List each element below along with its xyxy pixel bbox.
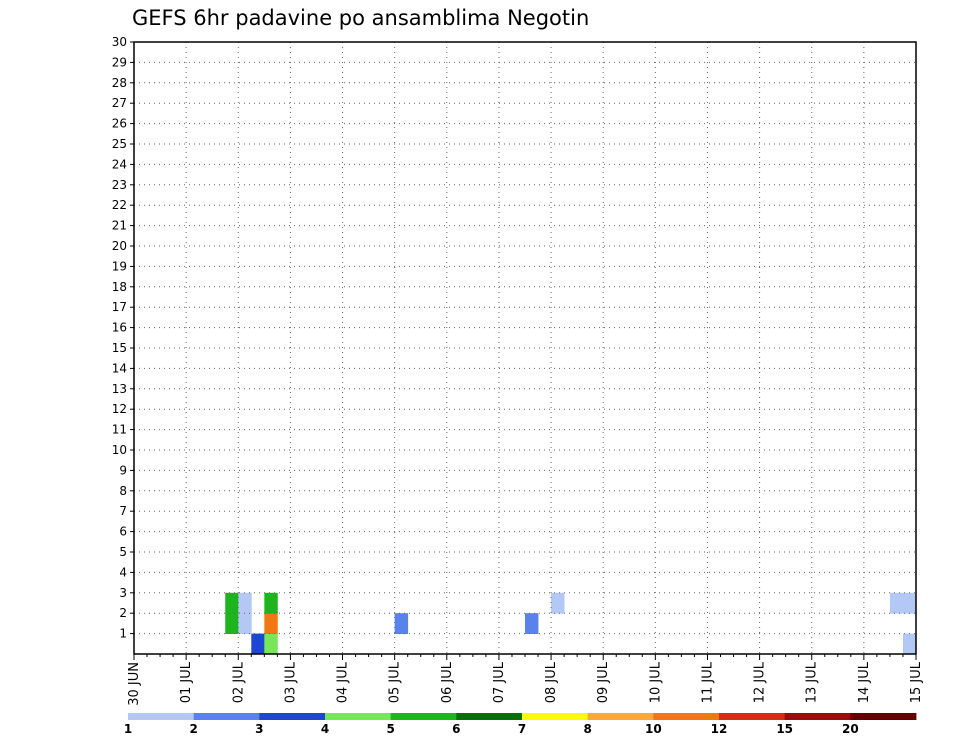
colorbar-swatch (193, 713, 260, 720)
precip-cell (251, 633, 265, 655)
grid (134, 42, 916, 654)
colorbar-label: 6 (452, 722, 460, 736)
y-tick-label: 22 (112, 198, 127, 212)
precip-cell (902, 633, 917, 655)
x-tick-label: 05 JUL (388, 661, 403, 703)
colorbar-label: 20 (842, 722, 859, 736)
y-tick-label: 10 (112, 443, 127, 457)
y-tick-label: 1 (119, 627, 127, 641)
x-tick-label: 03 JUL (283, 661, 298, 703)
colorbar: 1 2 3 4 5 6 7 8 10 12 15 20 (124, 713, 917, 736)
colorbar-swatch (522, 713, 589, 720)
precip-cell (902, 592, 917, 614)
y-tick-label: 12 (112, 402, 127, 416)
precip-cell (264, 592, 278, 614)
y-tick-label: 2 (119, 606, 127, 620)
y-tick-label: 11 (112, 423, 127, 437)
y-tick-label: 29 (112, 55, 127, 69)
colorbar-swatch (719, 713, 786, 720)
y-tick-label: 25 (112, 137, 127, 151)
y-tick-label: 7 (119, 504, 127, 518)
x-tick-label: 10 JUL (648, 661, 663, 703)
y-tick-label: 18 (112, 280, 127, 294)
precip-cell (225, 592, 239, 614)
precip-cell (551, 592, 565, 614)
colorbar-label: 12 (711, 722, 728, 736)
y-tick-label: 15 (112, 341, 127, 355)
colorbar-swatch (850, 713, 917, 720)
y-tick-label: 30 (112, 35, 127, 49)
precip-cell (525, 613, 539, 634)
colorbar-swatch (587, 713, 654, 720)
y-tick-label: 5 (119, 545, 127, 559)
y-tick-label: 16 (112, 321, 127, 335)
colorbar-swatch (128, 713, 195, 720)
colorbar-label: 3 (255, 722, 263, 736)
x-tick-label: 09 JUL (596, 661, 611, 703)
x-tick-label: 07 JUL (492, 661, 507, 703)
y-axis: 1234567891011121314151617181920212223242… (112, 35, 134, 641)
colorbar-label: 5 (386, 722, 394, 736)
precip-cell (889, 592, 904, 614)
colorbar-label: 4 (321, 722, 329, 736)
precip-cell (238, 592, 252, 614)
precip-cell (264, 613, 278, 634)
colorbar-label: 1 (124, 722, 132, 736)
x-tick-label: 11 JUL (700, 661, 715, 703)
x-axis: 30 JUN 01 JUL 02 JUL 03 JUL 04 JUL 05 JUL 06 J… (127, 654, 924, 706)
colorbar-swatch (784, 713, 851, 720)
precip-cell (394, 613, 409, 634)
x-tick-label: 08 JUL (544, 661, 559, 703)
x-tick-label: 02 JUL (231, 661, 246, 703)
y-tick-label: 23 (112, 178, 127, 192)
y-tick-label: 26 (112, 117, 127, 131)
colorbar-swatch (390, 713, 457, 720)
x-tick-label: 01 JUL (179, 661, 194, 703)
x-tick-label: 12 JUL (753, 661, 768, 703)
y-tick-label: 6 (119, 525, 127, 539)
colorbar-label: 2 (189, 722, 197, 736)
x-tick-label: 06 JUL (440, 661, 455, 703)
colorbar-label: 7 (518, 722, 526, 736)
y-tick-label: 8 (119, 484, 127, 498)
y-tick-label: 24 (112, 157, 127, 171)
y-tick-label: 4 (119, 565, 127, 579)
y-tick-label: 3 (119, 586, 127, 600)
y-tick-label: 20 (112, 239, 127, 253)
x-tick-label: 04 JUL (336, 661, 351, 703)
colorbar-label: 8 (583, 722, 591, 736)
y-tick-label: 28 (112, 76, 127, 90)
x-tick-label: 14 JUL (857, 661, 872, 703)
y-tick-label: 17 (112, 300, 127, 314)
precip-cells (225, 592, 917, 655)
x-tick-label: 15 JUL (909, 661, 924, 703)
precip-cell (225, 613, 239, 634)
chart-title: GEFS 6hr padavine po ansamblima Negotin (132, 6, 589, 30)
y-tick-label: 14 (112, 361, 127, 375)
y-tick-label: 21 (112, 219, 127, 233)
y-tick-label: 19 (112, 259, 127, 273)
precip-cell (264, 633, 278, 655)
x-tick-label: 30 JUN (127, 662, 142, 706)
colorbar-swatch (259, 713, 326, 720)
x-tick-label: 13 JUL (805, 661, 820, 703)
precip-cell (238, 613, 252, 634)
y-tick-label: 27 (112, 96, 127, 110)
colorbar-label: 10 (645, 722, 662, 736)
colorbar-swatch (456, 713, 523, 720)
colorbar-label: 15 (776, 722, 793, 736)
y-tick-label: 9 (119, 463, 127, 477)
y-tick-label: 13 (112, 382, 127, 396)
colorbar-swatch (653, 713, 720, 720)
colorbar-swatch (325, 713, 392, 720)
